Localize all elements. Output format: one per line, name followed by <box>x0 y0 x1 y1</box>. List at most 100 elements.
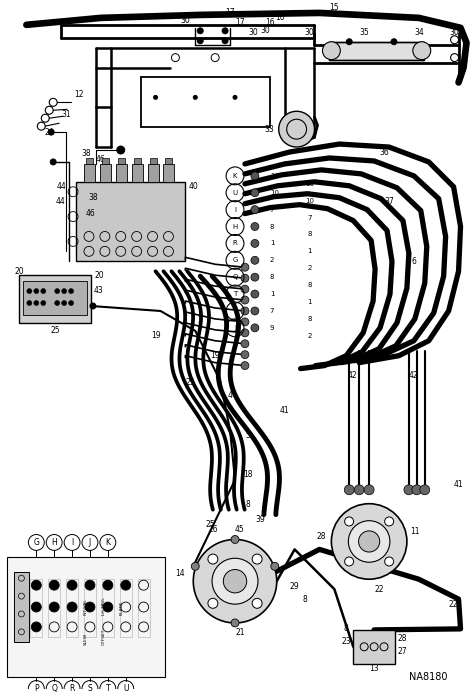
Text: SLEW: SLEW <box>84 633 88 644</box>
Text: 41: 41 <box>280 406 290 415</box>
Circle shape <box>69 301 73 306</box>
Circle shape <box>69 288 73 294</box>
Circle shape <box>103 602 113 612</box>
Text: K: K <box>105 538 110 547</box>
Bar <box>134 158 141 164</box>
Circle shape <box>241 296 249 304</box>
Bar <box>84 579 96 637</box>
Bar <box>66 579 78 637</box>
Text: OFFSET: OFFSET <box>102 629 106 644</box>
Bar <box>118 158 125 164</box>
Circle shape <box>121 580 131 590</box>
Text: 17: 17 <box>235 18 245 27</box>
Bar <box>132 164 143 182</box>
Circle shape <box>208 554 218 564</box>
Text: 7: 7 <box>270 207 274 213</box>
Text: 22: 22 <box>449 599 458 608</box>
Circle shape <box>322 42 340 60</box>
Text: 39: 39 <box>255 515 264 524</box>
Circle shape <box>41 301 46 306</box>
Text: S: S <box>88 684 92 693</box>
Circle shape <box>62 288 67 294</box>
Text: 20: 20 <box>15 267 24 276</box>
Circle shape <box>208 598 218 608</box>
Text: 8: 8 <box>307 282 312 288</box>
Bar <box>150 158 156 164</box>
Text: 38: 38 <box>81 150 91 159</box>
Circle shape <box>222 28 228 34</box>
Text: T: T <box>233 291 237 297</box>
Text: 31: 31 <box>61 109 71 119</box>
Circle shape <box>27 301 32 306</box>
Circle shape <box>48 129 54 135</box>
Bar <box>48 579 60 637</box>
Circle shape <box>241 329 249 337</box>
Circle shape <box>31 580 41 590</box>
Text: 1: 1 <box>307 248 312 254</box>
Bar <box>116 164 127 182</box>
Text: 21: 21 <box>235 629 245 638</box>
Circle shape <box>212 559 258 604</box>
Text: 23: 23 <box>341 638 351 647</box>
Circle shape <box>251 188 259 197</box>
Circle shape <box>251 324 259 332</box>
Text: 19: 19 <box>151 331 160 340</box>
Bar <box>102 158 109 164</box>
Text: 30: 30 <box>181 17 190 26</box>
Text: I: I <box>234 207 236 213</box>
Text: 35: 35 <box>359 28 369 37</box>
Text: 30: 30 <box>305 28 314 37</box>
Circle shape <box>271 562 279 570</box>
Text: J: J <box>89 538 91 547</box>
Text: 10: 10 <box>305 181 314 187</box>
Text: T: T <box>106 684 110 693</box>
Circle shape <box>117 146 125 154</box>
Circle shape <box>231 536 239 543</box>
Text: R: R <box>233 240 237 247</box>
Circle shape <box>241 362 249 369</box>
Circle shape <box>241 340 249 348</box>
Circle shape <box>103 580 113 590</box>
Bar <box>165 158 173 164</box>
Circle shape <box>241 285 249 293</box>
Bar <box>19 275 91 323</box>
Text: 33: 33 <box>264 125 273 134</box>
Circle shape <box>344 485 354 495</box>
Text: 16: 16 <box>275 13 284 22</box>
Circle shape <box>251 290 259 298</box>
Text: 20: 20 <box>94 271 104 280</box>
Text: 38: 38 <box>88 193 98 202</box>
Text: 4: 4 <box>228 391 232 400</box>
Circle shape <box>251 172 259 179</box>
Text: 36: 36 <box>379 148 389 157</box>
Text: 12: 12 <box>74 90 84 99</box>
Text: I: I <box>71 538 73 547</box>
Text: 30: 30 <box>450 28 459 37</box>
Text: 7: 7 <box>270 308 274 314</box>
Circle shape <box>31 622 41 632</box>
Circle shape <box>233 96 237 99</box>
Circle shape <box>241 351 249 359</box>
Text: 13: 13 <box>369 664 379 673</box>
Circle shape <box>385 517 393 526</box>
Text: 41: 41 <box>454 480 464 489</box>
Circle shape <box>55 288 60 294</box>
Text: 25: 25 <box>185 378 195 387</box>
Circle shape <box>62 301 67 306</box>
Text: NA8180: NA8180 <box>410 672 448 682</box>
Circle shape <box>252 554 262 564</box>
Bar <box>147 164 158 182</box>
Circle shape <box>55 301 60 306</box>
Circle shape <box>385 557 393 566</box>
Text: 42: 42 <box>409 371 419 380</box>
Text: 25: 25 <box>50 326 60 335</box>
Circle shape <box>67 602 77 612</box>
Text: U: U <box>123 684 128 693</box>
Text: 29: 29 <box>290 581 300 590</box>
Text: LH TRVL: LH TRVL <box>102 597 106 615</box>
Circle shape <box>354 485 364 495</box>
Bar <box>329 42 424 60</box>
Text: G: G <box>33 538 39 547</box>
Text: 2: 2 <box>270 257 274 263</box>
Text: 26: 26 <box>209 525 218 534</box>
